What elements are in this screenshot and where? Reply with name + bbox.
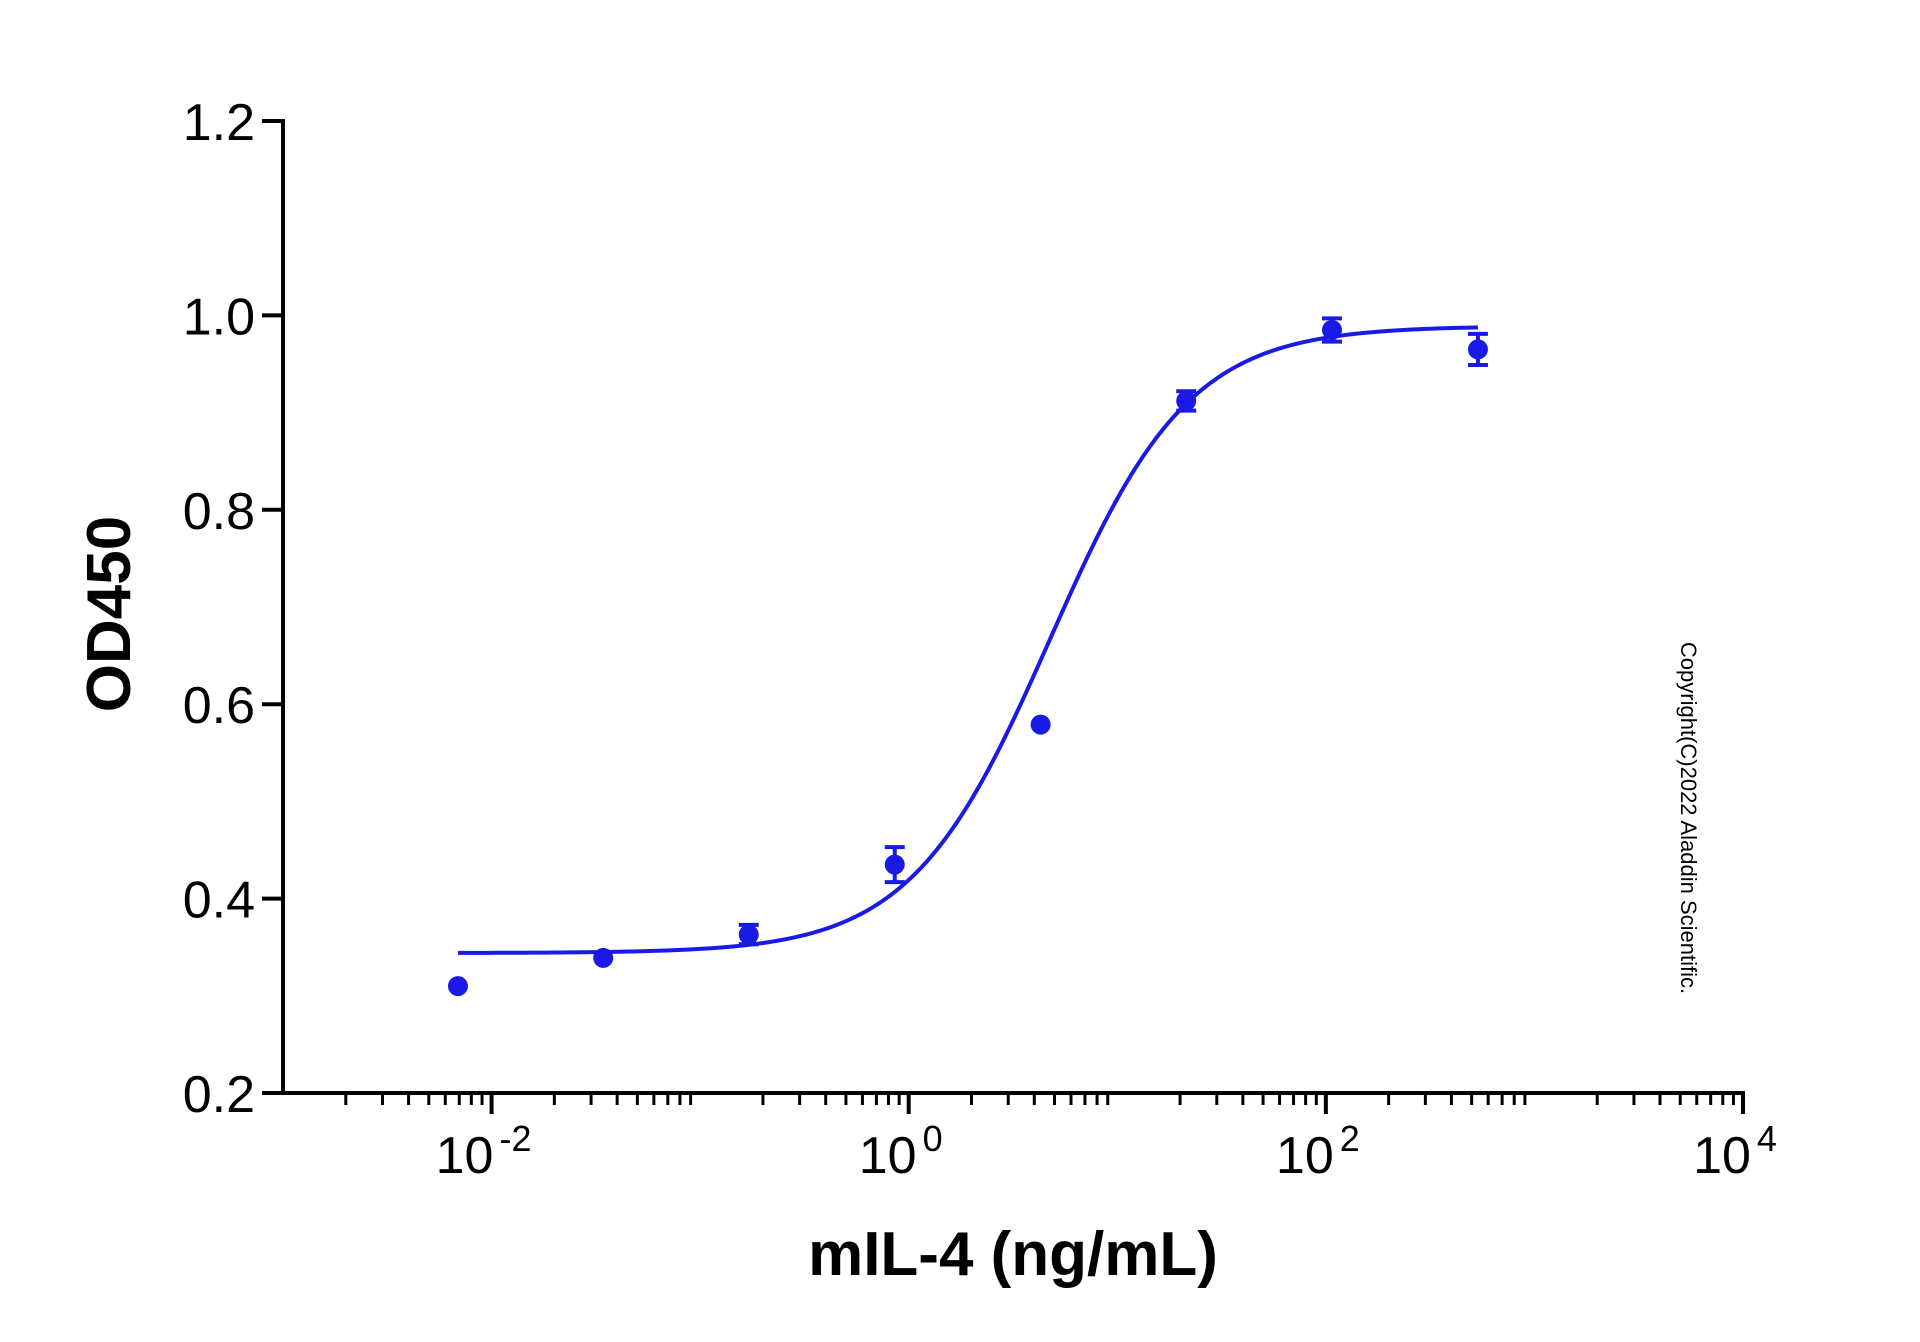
x-axis-ticks: 10 -2 10 0 10 2 10 4 bbox=[344, 1093, 1777, 1185]
data-point bbox=[738, 924, 759, 945]
x-tick-label: 10 4 bbox=[1693, 1118, 1777, 1185]
data-point bbox=[1176, 390, 1197, 411]
data-point bbox=[1321, 319, 1342, 340]
data-point bbox=[593, 947, 614, 968]
x-tick-label: 10 0 bbox=[859, 1118, 943, 1185]
y-tick-label: 0.6 bbox=[183, 677, 255, 735]
y-tick-label: 0.8 bbox=[183, 483, 255, 541]
x-axis-title: mIL-4 (ng/mL) bbox=[808, 1220, 1218, 1289]
y-tick-label: 1.2 bbox=[183, 94, 255, 152]
y-tick-label: 0.4 bbox=[183, 872, 255, 930]
data-point bbox=[447, 976, 468, 997]
data-point bbox=[1030, 714, 1051, 735]
y-axis-title: OD450 bbox=[75, 516, 144, 712]
data-point bbox=[884, 854, 905, 875]
y-tick-label: 1.0 bbox=[183, 288, 255, 346]
data-point bbox=[1467, 339, 1488, 360]
fit-curve-layer bbox=[457, 325, 1478, 955]
x-tick-label: 10 2 bbox=[1276, 1118, 1360, 1185]
copyright-watermark: Copyright(C)2022 Aladdin Scientific. bbox=[1676, 642, 1701, 994]
data-points-layer bbox=[447, 316, 1488, 997]
fit-curve bbox=[457, 325, 1478, 955]
y-axis-ticks: 0.2 0.4 0.6 0.8 1.0 1.2 bbox=[183, 94, 283, 1124]
y-tick-label: 0.2 bbox=[183, 1066, 255, 1124]
x-tick-label: 10 -2 bbox=[436, 1118, 532, 1185]
axes: 0.2 0.4 0.6 0.8 1.0 1.2 10 -2 10 0 10 2 10 4 bbox=[183, 94, 1777, 1185]
